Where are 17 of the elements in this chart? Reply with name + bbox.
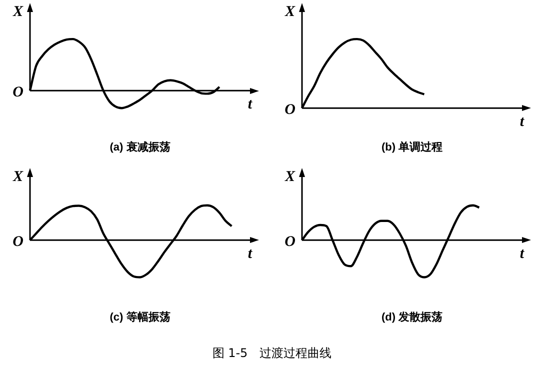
text: O: [12, 234, 24, 250]
y-axis-title: X: [12, 168, 24, 185]
x-axis-title: t: [520, 114, 525, 130]
text: O: [284, 234, 296, 250]
text: (c) 等幅振荡: [110, 310, 170, 324]
y-axis-title: X: [12, 4, 24, 20]
text: (b) 单调过程: [381, 140, 443, 154]
text: (d) 发散振荡: [381, 310, 443, 324]
y-axis-title: X: [284, 168, 296, 185]
x-axis-title: t: [520, 246, 525, 262]
x-axis-title: t: [248, 96, 253, 112]
text: (a) 衰减振荡: [110, 140, 170, 154]
text: O: [12, 84, 24, 100]
text: O: [284, 102, 296, 118]
x-axis-title: t: [248, 246, 253, 262]
caption: 图 1-5 过渡过程曲线: [211, 345, 333, 362]
y-axis-title: X: [284, 4, 296, 20]
